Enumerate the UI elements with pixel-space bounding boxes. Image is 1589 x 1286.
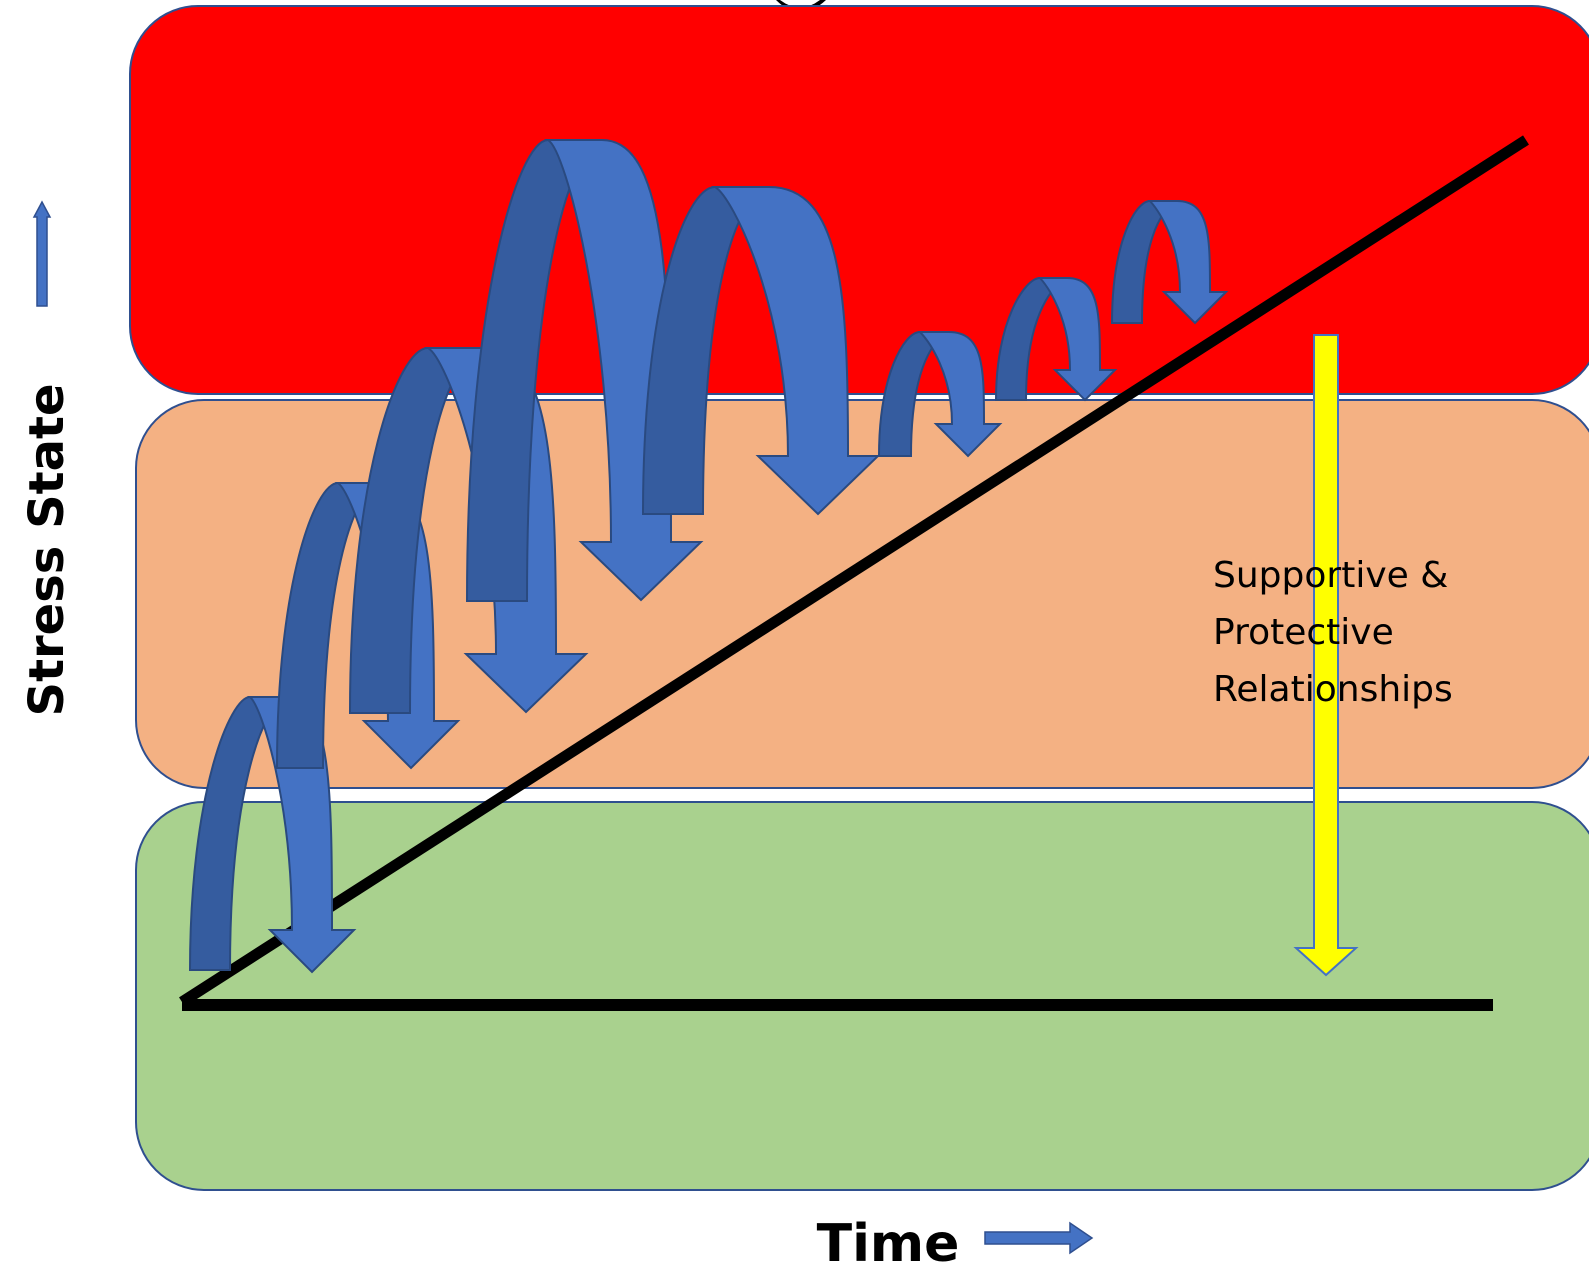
support-arrow <box>1293 334 1359 977</box>
support-label-line-1: Supportive & <box>1213 555 1448 596</box>
hop-arrow-fall-7 <box>1037 277 1118 402</box>
x-axis-label: Time <box>817 1214 960 1274</box>
stress-response-arrows <box>188 139 1229 974</box>
y-axis-label: Stress State <box>19 384 75 717</box>
x-axis-arrow-icon <box>984 1221 1094 1255</box>
support-label: Supportive & Protective Relationships <box>1213 555 1460 710</box>
hop-arrow-fall-6 <box>917 331 1003 458</box>
zone-high-stress <box>129 5 1589 395</box>
support-label-line-2: Protective <box>1213 612 1394 653</box>
support-label-line-3: Relationships <box>1213 669 1453 710</box>
hop-arrow-fall-8 <box>1147 200 1229 325</box>
hop-arrow-fall-5 <box>711 186 881 516</box>
zone-low-stress <box>135 801 1589 1191</box>
trend-line <box>179 135 1529 1007</box>
y-axis-arrow-icon <box>32 200 52 307</box>
